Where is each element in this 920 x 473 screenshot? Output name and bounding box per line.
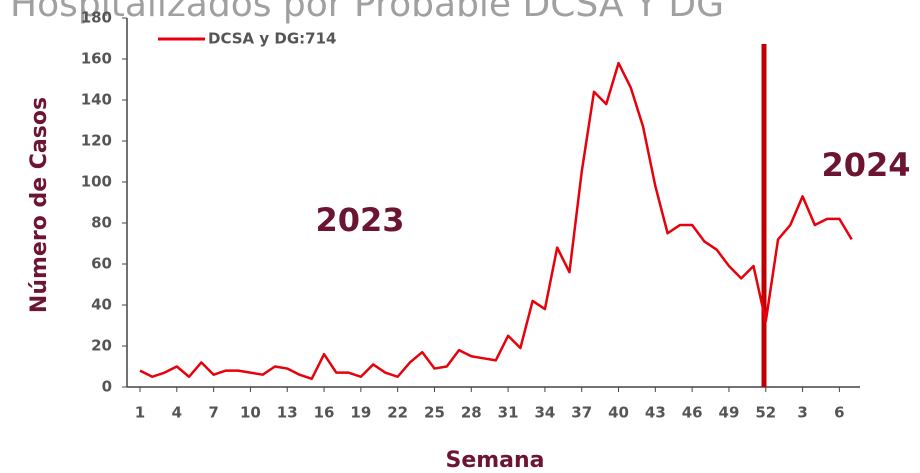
x-tick-label: 37 [571, 404, 592, 422]
x-tick-label: 31 [498, 404, 519, 422]
x-tick-label: 22 [387, 404, 408, 422]
y-tick-label: 160 [81, 50, 112, 68]
x-tick-label: 13 [277, 404, 298, 422]
x-axis-label: Semana [445, 448, 544, 473]
x-tick-label: 43 [645, 404, 666, 422]
x-tick-label: 49 [719, 404, 740, 422]
y-tick-label: 120 [81, 132, 112, 150]
x-tick-label: 3 [797, 404, 807, 422]
y-tick-label: 60 [91, 255, 112, 273]
x-tick-label: 16 [314, 404, 335, 422]
annotation: 2024 [821, 146, 910, 184]
x-tick-label: 25 [424, 404, 445, 422]
y-tick-label: 100 [81, 173, 112, 191]
y-axis-label: Número de Casos [27, 97, 52, 313]
x-tick-label: 10 [240, 404, 261, 422]
y-tick-label: 180 [81, 9, 112, 27]
x-tick-label: 28 [461, 404, 482, 422]
y-tick-label: 140 [81, 91, 112, 109]
x-tick-label: 34 [534, 404, 555, 422]
y-tick-label: 40 [91, 296, 112, 314]
x-tick-label: 40 [608, 404, 629, 422]
y-tick-label: 80 [91, 214, 112, 232]
x-tick-label: 6 [834, 404, 844, 422]
annotation: 2023 [315, 201, 404, 239]
x-tick-label: 46 [682, 404, 703, 422]
y-tick-label: 20 [91, 337, 112, 355]
x-tick-label: 4 [172, 404, 182, 422]
x-tick-label: 19 [350, 404, 371, 422]
x-tick-label: 1 [135, 404, 145, 422]
chart-title: Hospitalizados por Probable DCSA Y DG [10, 0, 724, 25]
y-tick-label: 0 [102, 378, 112, 396]
series-line [139, 61, 853, 381]
x-tick-label: 7 [208, 404, 218, 422]
legend-label: DCSA y DG:714 [208, 30, 336, 48]
x-tick-label: 52 [755, 404, 776, 422]
